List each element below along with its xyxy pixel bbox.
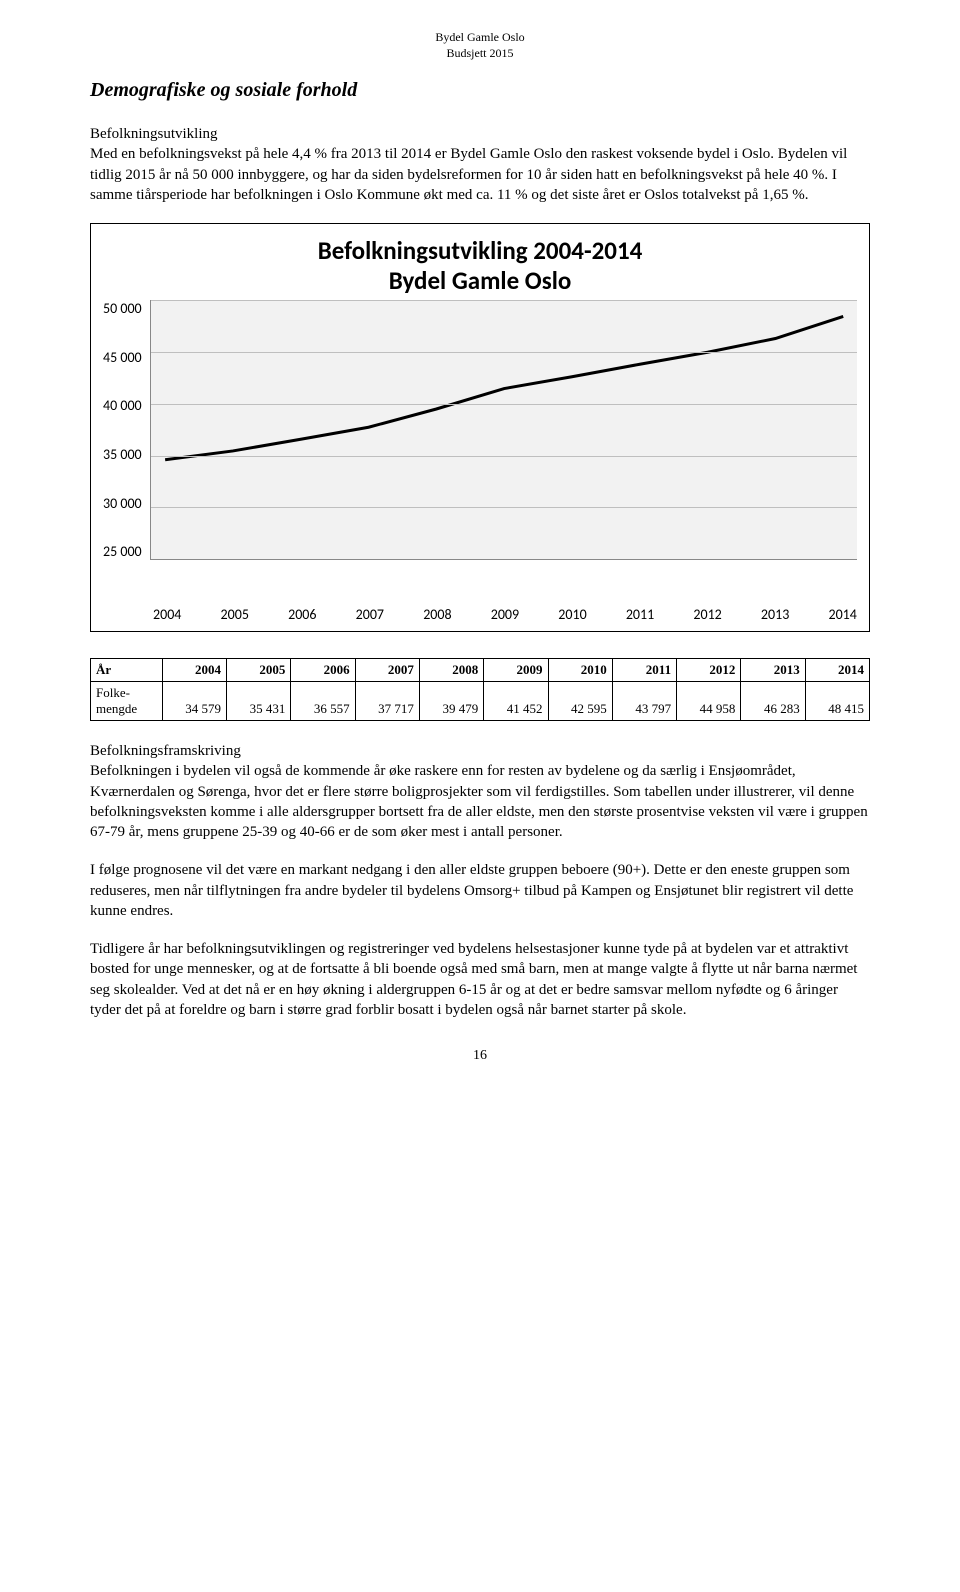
table-cell: 35 431 bbox=[227, 682, 291, 721]
chart-line bbox=[151, 300, 857, 559]
table-cell: 42 595 bbox=[548, 682, 612, 721]
table-cell: 2009 bbox=[484, 659, 548, 682]
paragraph-3: I følge prognosene vil det være en marka… bbox=[90, 860, 870, 921]
y-tick-label: 45 000 bbox=[103, 349, 142, 366]
paragraph-4: Tidligere år har befolkningsutviklingen … bbox=[90, 939, 870, 1020]
table-cell: 2007 bbox=[355, 659, 419, 682]
y-tick-label: 50 000 bbox=[103, 300, 142, 317]
x-tick-label: 2011 bbox=[626, 606, 654, 623]
chart-title-line1: Befolkningsutvikling 2004-2014 bbox=[103, 236, 857, 266]
table-data-row: Folke-mengde34 57935 43136 55737 71739 4… bbox=[91, 682, 870, 721]
gridline bbox=[151, 300, 857, 301]
header-line2: Budsjett 2015 bbox=[90, 46, 870, 62]
table-cell: 2011 bbox=[612, 659, 676, 682]
y-axis: 50 000 45 000 40 000 35 000 30 000 25 000 bbox=[103, 300, 150, 560]
table-cell: 2012 bbox=[677, 659, 741, 682]
x-tick-label: 2008 bbox=[423, 606, 451, 623]
page-title: Demografiske og sosiale forhold bbox=[90, 79, 870, 102]
table-header-row: År20042005200620072008200920102011201220… bbox=[91, 659, 870, 682]
page-header: Bydel Gamle Oslo Budsjett 2015 bbox=[90, 30, 870, 61]
table-cell: 34 579 bbox=[162, 682, 226, 721]
x-tick-label: 2004 bbox=[153, 606, 181, 623]
x-axis: 2004 2005 2006 2007 2008 2009 2010 2011 2012 2013… bbox=[153, 606, 857, 623]
table-cell: 2006 bbox=[291, 659, 355, 682]
gridline bbox=[151, 456, 857, 457]
y-tick-label: 25 000 bbox=[103, 543, 142, 560]
table-cell: År bbox=[91, 659, 163, 682]
table-cell: Folke-mengde bbox=[91, 682, 163, 721]
y-tick-label: 35 000 bbox=[103, 446, 142, 463]
table-cell: 41 452 bbox=[484, 682, 548, 721]
table-cell: 2014 bbox=[805, 659, 869, 682]
chart-plot bbox=[150, 300, 857, 560]
paragraph-2: BefolkningsframskrivingBefolkningen i by… bbox=[90, 741, 870, 842]
chart-area: 50 000 45 000 40 000 35 000 30 000 25 000 bbox=[103, 300, 857, 600]
x-tick-label: 2012 bbox=[693, 606, 721, 623]
table-cell: 46 283 bbox=[741, 682, 805, 721]
table-cell: 37 717 bbox=[355, 682, 419, 721]
y-tick-label: 40 000 bbox=[103, 397, 142, 414]
x-tick-label: 2010 bbox=[558, 606, 586, 623]
population-chart: Befolkningsutvikling 2004-2014 Bydel Gam… bbox=[90, 223, 870, 632]
chart-title-line2: Bydel Gamle Oslo bbox=[103, 266, 857, 296]
table-cell: 48 415 bbox=[805, 682, 869, 721]
table-cell: 2004 bbox=[162, 659, 226, 682]
table-cell: 44 958 bbox=[677, 682, 741, 721]
x-tick-label: 2005 bbox=[221, 606, 249, 623]
x-tick-label: 2007 bbox=[356, 606, 384, 623]
gridline bbox=[151, 404, 857, 405]
page-number: 16 bbox=[90, 1048, 870, 1064]
population-table: År20042005200620072008200920102011201220… bbox=[90, 658, 870, 721]
table-cell: 39 479 bbox=[419, 682, 483, 721]
y-tick-label: 30 000 bbox=[103, 495, 142, 512]
table-cell: 2010 bbox=[548, 659, 612, 682]
table-cell: 36 557 bbox=[291, 682, 355, 721]
gridline bbox=[151, 507, 857, 508]
chart-title: Befolkningsutvikling 2004-2014 Bydel Gam… bbox=[103, 236, 857, 296]
gridline bbox=[151, 352, 857, 353]
x-tick-label: 2006 bbox=[288, 606, 316, 623]
table-cell: 43 797 bbox=[612, 682, 676, 721]
table-cell: 2013 bbox=[741, 659, 805, 682]
x-tick-label: 2014 bbox=[828, 606, 856, 623]
x-tick-label: 2009 bbox=[491, 606, 519, 623]
paragraph-1: BefolkningsutviklingMed en befolkningsve… bbox=[90, 124, 870, 205]
table-cell: 2005 bbox=[227, 659, 291, 682]
x-tick-label: 2013 bbox=[761, 606, 789, 623]
table-cell: 2008 bbox=[419, 659, 483, 682]
header-line1: Bydel Gamle Oslo bbox=[90, 30, 870, 46]
